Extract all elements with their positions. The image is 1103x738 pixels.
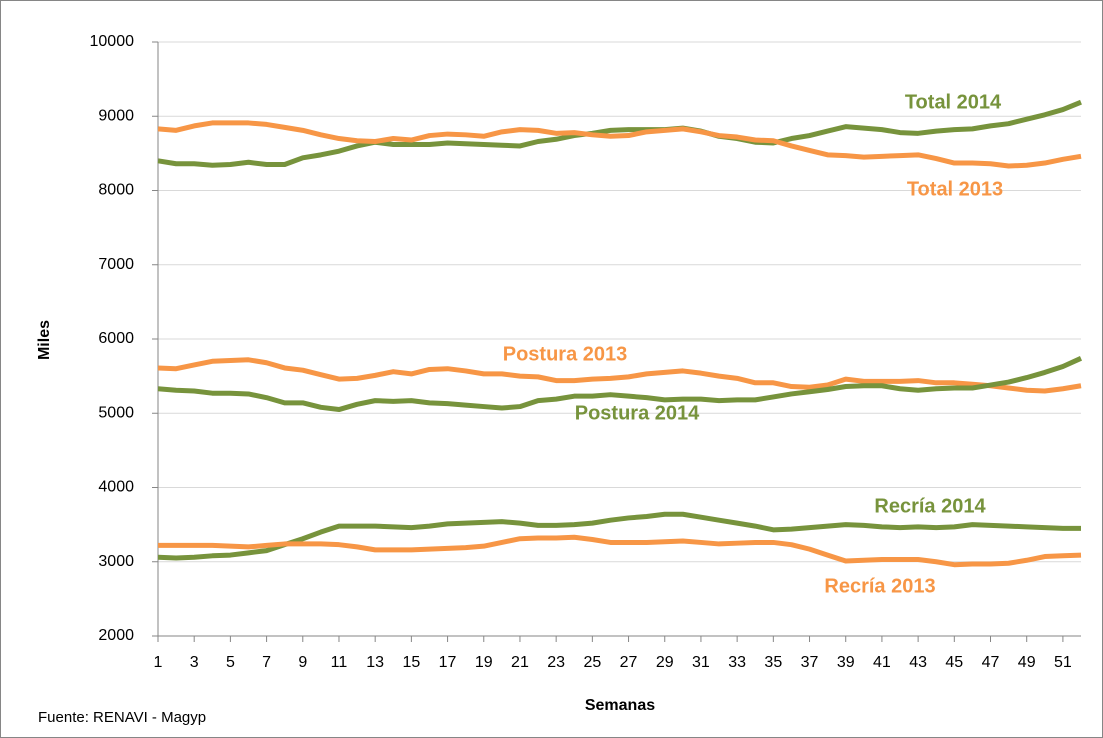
x-tick-label: 37 — [801, 654, 819, 671]
x-tick-label: 43 — [909, 654, 927, 671]
y-tick-label: 7000 — [98, 256, 134, 273]
x-tick-label: 9 — [298, 654, 307, 671]
x-tick-label: 19 — [475, 654, 493, 671]
series-line — [157, 99, 1082, 168]
series-label: Postura 2014 — [575, 402, 700, 424]
x-tick-label: 41 — [873, 654, 891, 671]
x-tick-label: 11 — [331, 654, 348, 671]
y-tick-label: 5000 — [98, 404, 134, 421]
x-tick-label: 13 — [366, 654, 384, 671]
series-label: Postura 2013 — [503, 343, 628, 365]
x-tick-label: 21 — [511, 654, 529, 671]
x-tick-label: 7 — [262, 654, 271, 671]
y-tick-label: 6000 — [98, 330, 134, 347]
x-tick-label: 49 — [1018, 654, 1036, 671]
y-tick-label: 8000 — [98, 182, 134, 199]
source-note: Fuente: RENAVI - Magyp — [38, 709, 206, 726]
x-tick-label: 35 — [764, 654, 782, 671]
x-axis-label: Semanas — [585, 697, 655, 714]
series-label: Recría 2013 — [824, 575, 935, 597]
series-line — [157, 120, 1082, 169]
x-tick-label: 47 — [982, 654, 1000, 671]
x-tick-label: 3 — [190, 654, 199, 671]
x-tick-label: 51 — [1054, 654, 1072, 671]
y-tick-label: 10000 — [90, 33, 135, 50]
y-tick-label: 4000 — [98, 479, 134, 496]
x-tick-label: 15 — [402, 654, 420, 671]
x-tick-label: 1 — [154, 654, 163, 671]
series-label: Recría 2014 — [874, 495, 986, 517]
x-tick-label: 17 — [439, 654, 457, 671]
series-line — [158, 534, 1082, 568]
y-tick-label: 9000 — [98, 107, 134, 124]
y-tick-label: 2000 — [98, 627, 134, 644]
x-tick-label: 39 — [837, 654, 855, 671]
x-tick-label: 27 — [620, 654, 638, 671]
y-tick-label: 3000 — [98, 553, 134, 570]
x-tick-label: 45 — [945, 654, 963, 671]
series-label: Total 2014 — [905, 91, 1002, 113]
x-tick-label: 29 — [656, 654, 674, 671]
x-tick-label: 31 — [692, 654, 710, 671]
series-line — [157, 356, 1083, 413]
series-line — [157, 511, 1081, 561]
x-tick-label: 23 — [547, 654, 565, 671]
series-line — [157, 357, 1082, 394]
x-tick-label: 25 — [583, 654, 601, 671]
x-tick-label: 33 — [728, 654, 746, 671]
y-axis-label: Miles — [36, 320, 53, 360]
x-tick-label: 5 — [226, 654, 235, 671]
series-label: Total 2013 — [907, 178, 1003, 200]
